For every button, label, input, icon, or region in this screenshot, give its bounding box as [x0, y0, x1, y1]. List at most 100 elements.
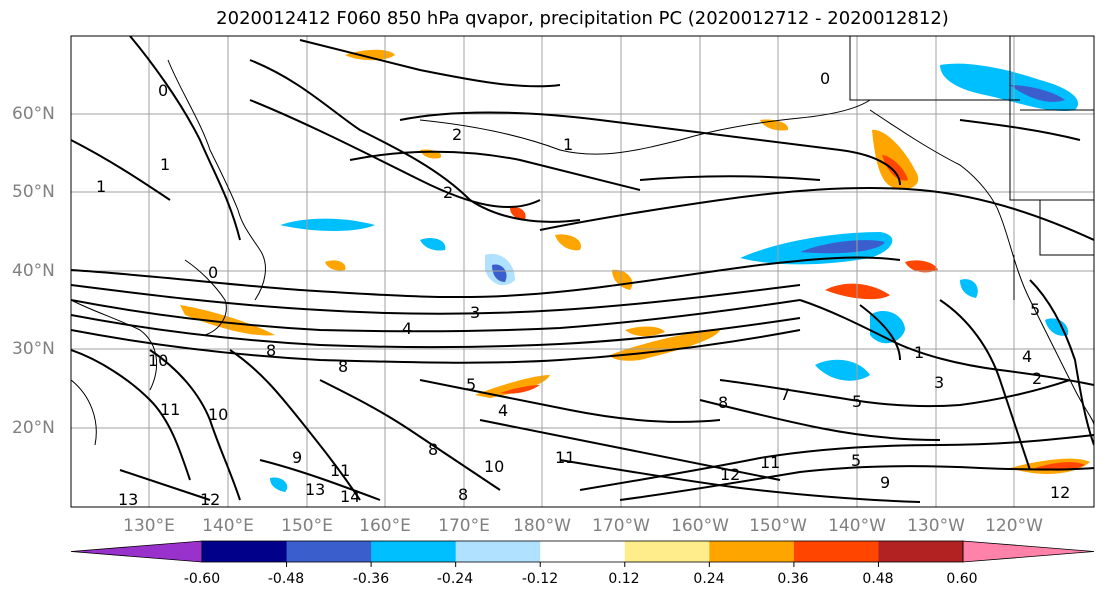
- precip-positive-patch: [872, 129, 919, 190]
- precip-positive-patch: [625, 326, 665, 337]
- colorbar-segment: [709, 541, 795, 562]
- lon-label-160w: 160°W: [671, 516, 729, 536]
- contour-label: 2: [1032, 369, 1042, 388]
- contour-label: 5: [852, 392, 862, 411]
- contour-label: 11: [555, 448, 575, 467]
- contour-label: 1: [96, 177, 106, 196]
- lon-label-120w: 120°W: [985, 516, 1043, 536]
- lat-label-20n: 20°N: [12, 418, 55, 438]
- colorbar-tick-label: -0.36: [352, 571, 390, 587]
- lon-label-170e: 170°E: [438, 516, 490, 536]
- contour-label: 4: [498, 401, 508, 420]
- contour-label: 5: [1030, 300, 1040, 319]
- contour-label: 3: [934, 373, 944, 392]
- colorbar-tick-label: 0.24: [693, 571, 725, 587]
- contour-label: 11: [160, 400, 180, 419]
- colorbar-segment: [371, 541, 457, 562]
- contour-labels: 0 0 0 1 1 1 1 2 2 2 3 3 4 4 4 5 5 5 5 7 …: [96, 69, 1070, 509]
- precip-negative-patch: [1010, 85, 1065, 102]
- colorbar-tick-label: -0.24: [436, 571, 474, 587]
- qvapor-contours: [71, 36, 1094, 503]
- colorbar-tick-label: -0.12: [521, 571, 559, 587]
- colorbar-segment: [878, 541, 964, 562]
- colorbar-tick-label: -0.48: [267, 571, 305, 587]
- contour-label: 11: [330, 461, 350, 480]
- colorbar-segment: [455, 541, 541, 562]
- lat-label-60n: 60°N: [12, 104, 55, 124]
- contour-label: 9: [292, 448, 302, 467]
- precip-positive-patch: [555, 234, 581, 251]
- lon-label-130w: 130°W: [907, 516, 965, 536]
- colorbar-segment: [793, 541, 879, 562]
- contour-label: 2: [452, 125, 462, 144]
- precip-negative-patch: [270, 477, 288, 492]
- contour-label: 13: [118, 490, 138, 509]
- colorbar-tick-label: -0.60: [183, 571, 221, 587]
- contour-label: 0: [820, 69, 830, 88]
- contour-label: 8: [718, 393, 728, 412]
- lat-label-30n: 30°N: [12, 339, 55, 359]
- precip-negative-patch: [280, 218, 375, 232]
- contour-label: 8: [428, 440, 438, 459]
- contour-label: 9: [880, 473, 890, 492]
- contour-label: 12: [720, 465, 740, 484]
- contour-label: 8: [338, 357, 348, 376]
- lon-label-130e: 130°E: [123, 516, 175, 536]
- contour-label: 5: [466, 375, 476, 394]
- contour-label: 1: [914, 343, 924, 362]
- precip-positive-patch: [510, 207, 526, 220]
- colorbar-tick-label: 0.12: [608, 571, 640, 587]
- precip-positive-patch: [500, 385, 540, 394]
- contour-label: 4: [402, 319, 412, 338]
- colorbar-tick-label: 0.36: [777, 571, 809, 587]
- contour-label: 0: [208, 263, 218, 282]
- precip-negative-patch: [420, 238, 446, 251]
- precip-negative-patch: [960, 279, 978, 298]
- precip-positive-patch: [612, 269, 633, 290]
- contour-label: 13: [305, 480, 325, 499]
- contour-label: 4: [1022, 347, 1032, 366]
- colorbar-tick-label: 0.60: [946, 571, 978, 587]
- precip-negative-patch: [800, 240, 885, 254]
- lon-label-160e: 160°E: [359, 516, 411, 536]
- contour-label: 10: [484, 457, 504, 476]
- lat-label-40n: 40°N: [12, 261, 55, 281]
- contour-label: 11: [760, 453, 780, 472]
- colorbar-segment: [202, 541, 288, 562]
- precip-shading: [180, 49, 1090, 492]
- contour-label: 1: [160, 155, 170, 174]
- contour-label: 14: [340, 487, 360, 506]
- contour-label: 10: [148, 351, 168, 370]
- colorbar-segment: [624, 541, 710, 562]
- colorbar-segment: [540, 541, 626, 562]
- contour-label: 1: [563, 135, 573, 154]
- precip-positive-patch: [325, 260, 346, 271]
- contour-label: 0: [158, 81, 168, 100]
- lon-label-180w: 180°W: [513, 516, 571, 536]
- precip-positive-patch: [345, 49, 395, 61]
- precip-negative-patch: [492, 264, 507, 282]
- graticule-lines: [71, 36, 1094, 507]
- contour-label: 2: [443, 183, 453, 202]
- precip-negative-patch: [1045, 318, 1069, 336]
- lat-label-50n: 50°N: [12, 182, 55, 202]
- contour-label: 5: [851, 451, 861, 470]
- contour-label: 12: [1050, 483, 1070, 502]
- contour-label: 7: [780, 385, 790, 404]
- contour-label: 8: [266, 341, 276, 360]
- contour-label: 10: [208, 405, 228, 424]
- colorbar-outline: [201, 540, 964, 563]
- contour-label: 8: [458, 485, 468, 504]
- precip-positive-patch: [475, 375, 550, 398]
- contour-label: 12: [200, 490, 220, 509]
- contour-label: 3: [470, 303, 480, 322]
- lon-label-170w: 170°W: [592, 516, 650, 536]
- lon-label-150e: 150°E: [281, 516, 333, 536]
- map-frame: [70, 35, 1095, 508]
- lon-label-140w: 140°W: [828, 516, 886, 536]
- precip-positive-patch: [905, 260, 938, 273]
- colorbar-arrow-left: [70, 540, 203, 563]
- lon-label-140e: 140°E: [202, 516, 254, 536]
- colorbar-arrow-right: [962, 540, 1095, 563]
